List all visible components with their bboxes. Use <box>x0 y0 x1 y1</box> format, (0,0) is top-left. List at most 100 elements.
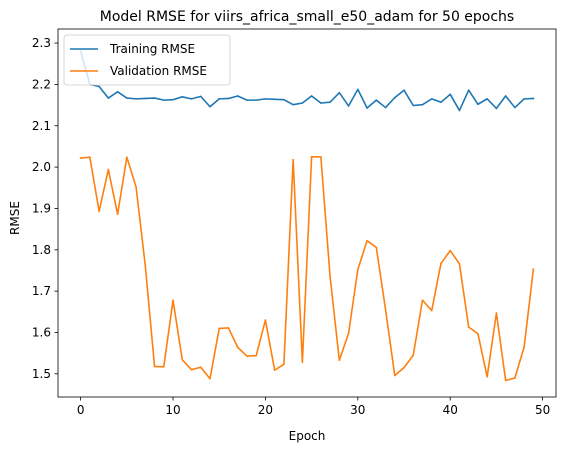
data-point-validation <box>523 346 525 348</box>
y-tick-label: 2.3 <box>32 36 51 50</box>
data-point-validation <box>477 332 479 335</box>
data-point-training <box>477 103 479 106</box>
data-point-training <box>532 97 535 100</box>
data-point-validation <box>486 375 488 378</box>
x-tick-label: 20 <box>258 403 273 417</box>
data-point-training <box>236 95 239 97</box>
data-point-validation <box>320 155 322 158</box>
data-point-validation <box>89 156 91 158</box>
data-point-validation <box>190 368 193 371</box>
legend-label: Training RMSE <box>109 42 195 56</box>
data-point-validation <box>375 246 378 249</box>
data-point-validation <box>403 366 405 369</box>
data-point-training <box>467 89 470 91</box>
data-point-validation <box>172 299 174 302</box>
data-point-validation <box>116 213 119 216</box>
y-tick-label: 1.9 <box>32 201 51 215</box>
data-point-training <box>458 109 461 112</box>
data-point-validation <box>495 312 498 314</box>
y-tick-label: 1.7 <box>32 284 51 298</box>
y-tick-label: 1.6 <box>32 325 51 339</box>
data-point-training <box>246 99 248 101</box>
data-point-training <box>190 98 193 100</box>
plot-frame <box>57 28 557 398</box>
y-tick-label: 1.8 <box>32 243 51 257</box>
data-point-training <box>504 95 507 97</box>
data-point-training <box>98 85 100 88</box>
data-point-validation <box>458 263 461 265</box>
y-tick-label: 1.5 <box>32 367 51 381</box>
data-point-validation <box>227 327 230 329</box>
legend-box <box>63 34 231 86</box>
data-point-training <box>153 97 156 99</box>
data-point-validation <box>162 366 165 368</box>
x-tick-label: 40 <box>443 403 458 417</box>
data-point-validation <box>421 299 424 302</box>
data-point-training <box>403 89 405 91</box>
y-tick-label: 2.1 <box>32 119 51 133</box>
data-point-training <box>384 106 387 109</box>
data-point-training <box>273 98 276 101</box>
data-point-training <box>310 95 313 97</box>
data-point-training <box>135 98 137 100</box>
data-point-training <box>449 93 452 96</box>
x-tick-label: 10 <box>165 403 180 417</box>
legend-label: Validation RMSE <box>110 64 207 78</box>
data-point-training <box>144 97 147 100</box>
y-tick-label: 2.2 <box>32 77 51 91</box>
data-point-validation <box>412 354 415 357</box>
data-point-validation <box>384 308 387 311</box>
series-line-training <box>79 50 535 112</box>
data-point-validation <box>144 265 147 267</box>
data-point-validation <box>532 268 535 271</box>
data-point-training <box>162 99 165 101</box>
data-point-validation <box>514 377 516 379</box>
data-point-validation <box>98 210 100 213</box>
data-point-training <box>329 101 331 103</box>
x-tick-label: 0 <box>77 403 85 417</box>
data-point-validation <box>504 379 507 382</box>
data-point-training <box>514 106 516 109</box>
y-axis-label: RMSE <box>8 201 22 235</box>
data-point-validation <box>440 262 442 265</box>
series-line-validation <box>79 155 535 382</box>
data-point-validation <box>273 369 276 371</box>
data-point-training <box>357 88 359 91</box>
data-point-validation <box>310 155 313 158</box>
x-axis-label: Epoch <box>289 429 326 443</box>
data-point-validation <box>107 168 110 171</box>
data-point-validation <box>283 363 285 366</box>
data-point-training <box>116 91 119 93</box>
data-point-validation <box>181 358 184 361</box>
data-point-training <box>292 103 294 106</box>
data-point-validation <box>246 355 248 357</box>
data-point-validation <box>430 309 433 312</box>
data-point-validation <box>236 346 239 349</box>
data-point-training <box>218 98 221 100</box>
data-point-validation <box>153 365 156 368</box>
chart-title: Model RMSE for viirs_africa_small_e50_ad… <box>100 9 514 25</box>
data-point-training <box>338 91 341 94</box>
data-point-validation <box>199 366 202 369</box>
data-point-validation <box>209 378 211 380</box>
data-point-validation <box>449 249 452 252</box>
data-point-training <box>320 102 322 104</box>
data-point-training <box>301 102 304 104</box>
legend: Training RMSE Validation RMSE <box>63 34 231 86</box>
data-point-training <box>347 105 350 107</box>
data-point-training <box>199 95 202 98</box>
data-point-validation <box>338 359 341 362</box>
data-point-training <box>264 98 267 100</box>
data-point-training <box>412 104 415 107</box>
data-point-validation <box>79 157 82 159</box>
data-point-validation <box>329 275 331 278</box>
x-tick-label: 50 <box>535 403 550 417</box>
data-point-training <box>283 98 285 101</box>
x-tick-label: 30 <box>350 403 365 417</box>
data-point-training <box>209 105 211 108</box>
data-point-training <box>227 97 230 100</box>
data-point-validation <box>292 158 294 161</box>
data-point-validation <box>126 156 128 158</box>
y-tick-label: 2.0 <box>32 160 51 174</box>
